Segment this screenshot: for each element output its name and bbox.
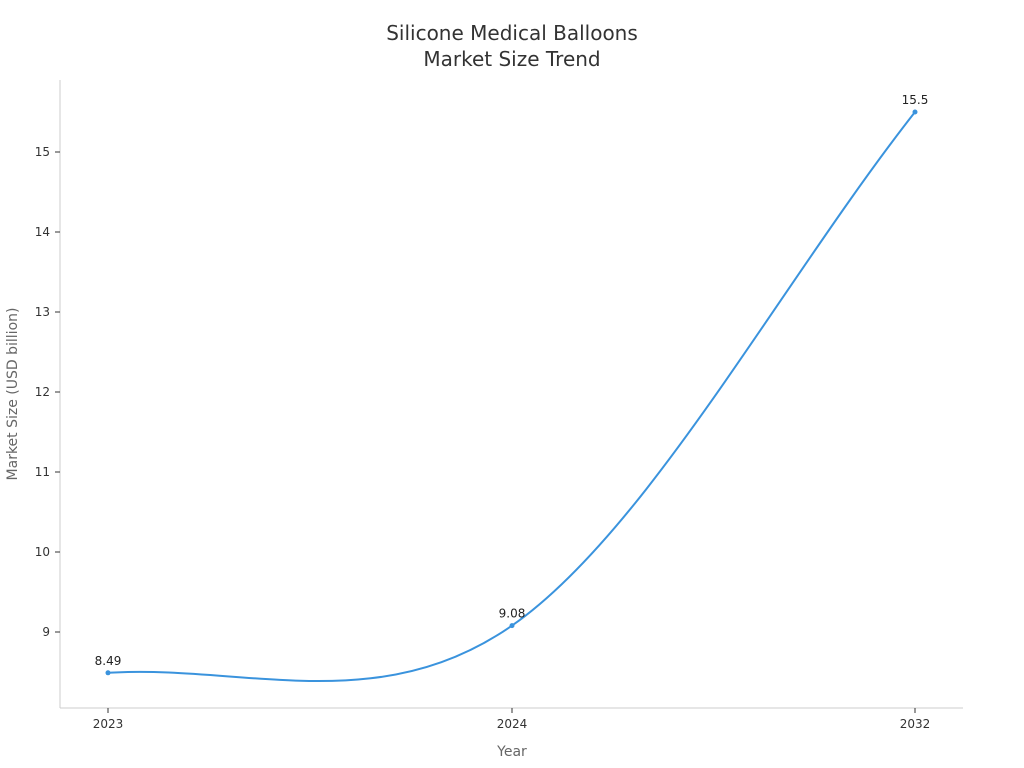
y-tick-label: 10 — [35, 545, 50, 559]
x-tick-label: 2032 — [900, 717, 931, 731]
data-label: 15.5 — [902, 93, 929, 107]
data-labels: 8.49 9.08 15.5 — [95, 93, 929, 668]
chart-title-line-2: Market Size Trend — [423, 47, 600, 71]
y-tick-label: 12 — [35, 385, 50, 399]
data-label: 8.49 — [95, 654, 122, 668]
y-tick-label: 15 — [35, 145, 50, 159]
y-tick-label: 9 — [42, 625, 50, 639]
x-tick-label: 2023 — [93, 717, 124, 731]
data-point — [509, 623, 515, 629]
x-tick-label: 2024 — [497, 717, 528, 731]
data-label: 9.08 — [499, 607, 526, 621]
x-axis-ticks: 2023 2024 2032 — [93, 708, 931, 731]
data-points — [105, 109, 918, 676]
y-tick-label: 13 — [35, 305, 50, 319]
x-axis-title: Year — [496, 744, 527, 760]
data-point — [912, 109, 918, 115]
y-axis-title: Market Size (USD billion) — [5, 308, 21, 481]
series-line — [107, 111, 916, 683]
chart-title-line-1: Silicone Medical Balloons — [386, 21, 638, 45]
data-point — [105, 670, 111, 676]
y-tick-label: 14 — [35, 225, 50, 239]
y-axis-ticks: 9 10 11 12 13 14 15 — [35, 145, 60, 639]
y-tick-label: 11 — [35, 465, 50, 479]
